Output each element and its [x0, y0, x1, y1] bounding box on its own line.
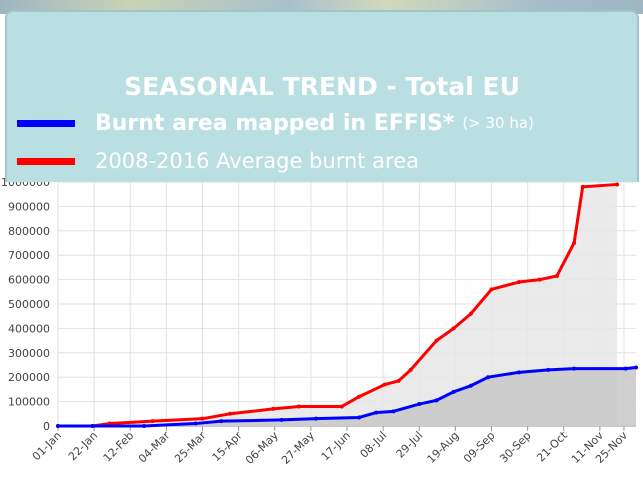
point: [517, 370, 522, 375]
point: [517, 280, 522, 285]
y-tick-label: 400000: [8, 322, 50, 335]
x-tick-label: 08-Jul: [358, 429, 390, 461]
legend-note: (> 30 ha): [462, 114, 534, 132]
y-tick-label: 500000: [8, 298, 50, 311]
y-tick-label: 100000: [8, 396, 50, 409]
point: [357, 394, 362, 399]
point: [391, 409, 396, 414]
point: [339, 404, 344, 409]
point: [434, 398, 439, 403]
legend-entry: 2008-2016 Average burnt area: [17, 148, 419, 174]
point: [56, 424, 60, 428]
y-tick-label: 300000: [8, 347, 50, 360]
point: [90, 424, 95, 428]
chart-title: SEASONAL TREND - Total EU: [124, 72, 520, 101]
point: [451, 326, 456, 331]
y-tick-label: 0: [43, 420, 50, 433]
point: [271, 406, 276, 411]
point: [200, 416, 205, 421]
x-tick-label: 30-Sep: [497, 429, 534, 466]
point: [486, 375, 491, 380]
x-tick-label: 06-May: [243, 429, 281, 467]
point: [572, 366, 577, 371]
x-tick-label: 27-May: [279, 429, 317, 467]
point: [615, 182, 620, 187]
x-tick-label: 09-Sep: [461, 429, 498, 466]
x-tick-label: 19-Aug: [425, 429, 462, 466]
y-tick-label: 900000: [8, 200, 50, 213]
x-tick-label: 01-Jan: [30, 429, 64, 463]
x-tick-label: 21-Oct: [534, 428, 570, 464]
point: [537, 277, 542, 282]
header-panel: SEASONAL TREND - Total EU Burnt area map…: [5, 10, 639, 182]
point: [417, 402, 422, 407]
point: [279, 417, 284, 422]
point: [468, 311, 473, 316]
point: [554, 273, 559, 278]
point: [451, 389, 456, 394]
point: [219, 419, 224, 424]
y-tick-label: 600000: [8, 274, 50, 287]
point: [580, 184, 585, 189]
line: [58, 365, 637, 428]
y-tick-label: 700000: [8, 249, 50, 262]
point: [314, 416, 319, 421]
point: [296, 404, 301, 409]
x-tick-label: 17-Jun: [319, 429, 354, 464]
point: [357, 415, 362, 420]
x-tick-label: 29-Jul: [394, 429, 426, 461]
area: [58, 184, 618, 426]
point: [572, 241, 577, 245]
point: [382, 382, 387, 387]
legend-entry: Burnt area mapped in EFFIS* (> 30 ha): [17, 110, 534, 136]
point: [193, 421, 198, 426]
x-tick-label: 12-Feb: [101, 429, 137, 465]
x-tick-label: 22-Jan: [66, 429, 100, 463]
point: [142, 424, 147, 428]
point: [434, 338, 439, 343]
point: [634, 365, 638, 370]
point: [623, 366, 628, 371]
point: [228, 411, 233, 416]
x-tick-label: 25-Mar: [172, 429, 209, 466]
point: [396, 378, 401, 383]
y-tick-label: 800000: [8, 225, 50, 238]
point: [468, 383, 473, 388]
point: [489, 287, 494, 292]
y-tick-label: 200000: [8, 371, 50, 384]
x-tick-label: 04-Mar: [136, 429, 173, 466]
legend-swatch: [17, 157, 75, 165]
point: [374, 410, 379, 415]
point: [408, 367, 413, 372]
point: [150, 419, 155, 424]
area: [58, 367, 636, 426]
legend-label: Burnt area mapped in EFFIS*: [95, 110, 455, 136]
legend-swatch: [17, 119, 75, 127]
point: [546, 367, 551, 372]
legend-label: 2008-2016 Average burnt area: [95, 149, 420, 173]
x-tick-label: 15-Apr: [210, 429, 246, 465]
